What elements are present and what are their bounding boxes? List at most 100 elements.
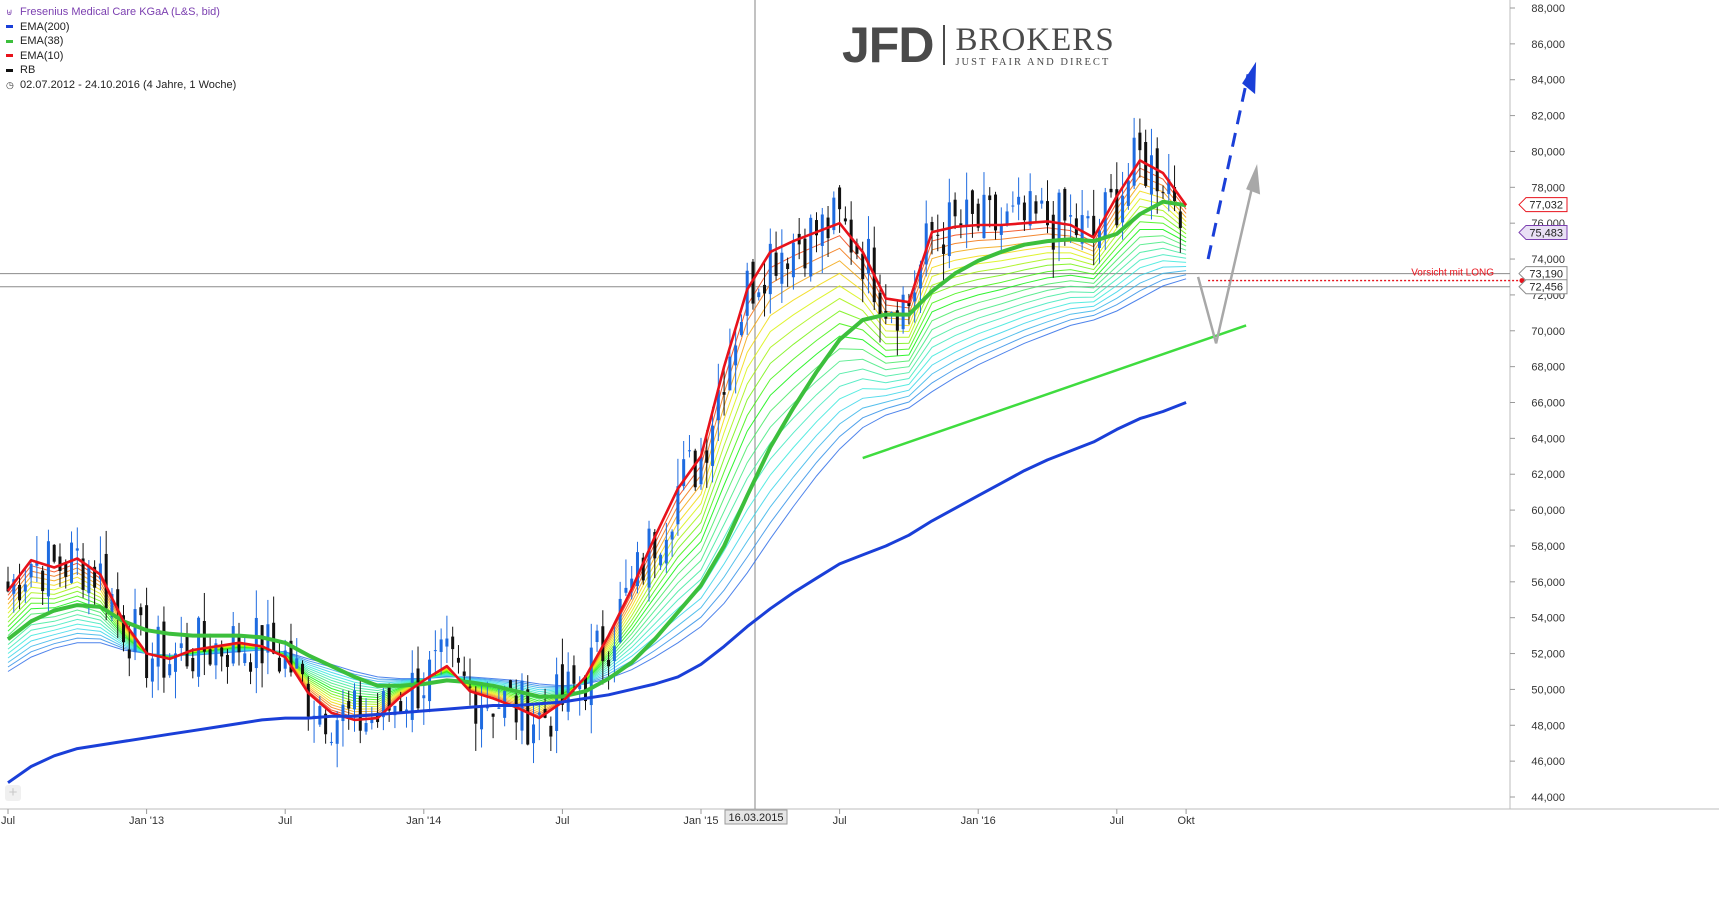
candle-body xyxy=(23,584,27,592)
candle-body xyxy=(734,345,738,366)
y-tick-label: 68,000 xyxy=(1531,362,1565,374)
y-tick-label: 48,000 xyxy=(1531,720,1565,732)
candle-body xyxy=(572,665,576,684)
y-tick-label: 60,000 xyxy=(1531,505,1565,517)
ema10-swatch xyxy=(6,54,13,58)
candle-body xyxy=(133,609,137,653)
candle-body xyxy=(699,456,703,485)
candle-body xyxy=(456,657,460,663)
candle-body xyxy=(901,294,905,330)
candle-body xyxy=(1063,188,1067,221)
candle-body xyxy=(428,659,432,702)
candle-body xyxy=(116,589,120,611)
candle-body xyxy=(329,741,333,743)
candle-body xyxy=(1149,155,1153,195)
candle-body xyxy=(249,662,253,672)
candle-body xyxy=(410,672,414,720)
y-tick-label: 74,000 xyxy=(1531,254,1565,266)
logo-brand: JFD xyxy=(842,17,934,73)
candle-body xyxy=(1017,196,1021,205)
candle-body xyxy=(843,218,847,222)
candle-body xyxy=(589,647,593,706)
y-tick-label: 80,000 xyxy=(1531,146,1565,158)
x-tick-label: Okt xyxy=(1178,815,1195,827)
candle-body xyxy=(618,598,622,643)
candle-body xyxy=(976,203,980,228)
candle-body xyxy=(370,718,374,724)
candle-body xyxy=(335,720,339,744)
candle-body xyxy=(1069,215,1073,217)
price-tag-label: 72,456 xyxy=(1529,282,1563,294)
caution-annotation: Vorsicht mit LONG xyxy=(1411,268,1494,279)
candle-body xyxy=(220,647,224,657)
candle-body xyxy=(566,671,570,712)
candle-body xyxy=(1092,215,1096,238)
logo-tagline: JUST FAIR AND DIRECT xyxy=(955,57,1111,68)
legend-item-ema38[interactable]: EMA(38) xyxy=(6,34,236,49)
legend-item-ema10[interactable]: EMA(10) xyxy=(6,49,236,64)
x-tick-label: Jan '15 xyxy=(683,815,718,827)
candle-body xyxy=(757,292,761,298)
candle-body xyxy=(191,657,195,672)
candle-body xyxy=(687,450,691,452)
x-tick-label: Jan '13 xyxy=(129,815,164,827)
candle-body xyxy=(225,654,229,667)
candle-body xyxy=(647,528,651,588)
candle-body xyxy=(127,649,131,659)
candle-body xyxy=(895,310,899,331)
candle-body xyxy=(705,450,709,463)
candle-body xyxy=(664,539,668,564)
candle-body xyxy=(480,706,484,730)
add-indicator-icon[interactable]: + xyxy=(5,785,21,801)
candle-body xyxy=(537,712,541,715)
candle-body xyxy=(318,706,322,725)
candle-body xyxy=(1005,211,1009,226)
candle-body xyxy=(768,243,772,295)
price-tag xyxy=(1518,197,1568,213)
candle-body xyxy=(913,292,917,302)
candle-body xyxy=(791,242,795,278)
legend-item-ema200[interactable]: EMA(200) xyxy=(6,20,236,35)
candle-body xyxy=(924,223,928,265)
candle-body xyxy=(353,690,356,710)
candle-body xyxy=(399,701,403,712)
candle-body xyxy=(52,544,56,562)
candle-body xyxy=(35,561,39,566)
candle-body xyxy=(122,615,125,643)
candle-body xyxy=(549,725,553,737)
candle-body xyxy=(994,194,998,231)
candle-body xyxy=(1121,195,1125,223)
price-tag xyxy=(1518,279,1568,295)
candle-body xyxy=(381,690,385,718)
candle-body xyxy=(630,578,634,589)
legend-item-rb[interactable]: RB xyxy=(6,63,236,78)
candle-body xyxy=(1080,215,1084,244)
candle-body xyxy=(1161,192,1165,194)
candle-body xyxy=(1173,187,1177,202)
y-tick-label: 84,000 xyxy=(1531,75,1565,87)
y-tick-label: 52,000 xyxy=(1531,649,1565,661)
candle-body xyxy=(18,584,22,601)
candle-body xyxy=(578,685,582,690)
candle-body xyxy=(197,617,201,677)
candle-body xyxy=(358,695,362,731)
candle-body xyxy=(289,640,293,673)
candle-body xyxy=(208,649,212,665)
candle-body xyxy=(462,671,466,676)
candle-body xyxy=(422,695,426,699)
candle-body xyxy=(110,594,114,618)
candle-body xyxy=(942,244,946,254)
candle-body xyxy=(595,630,599,643)
candle-body xyxy=(653,532,657,559)
candle-body xyxy=(393,705,397,716)
candle-body xyxy=(260,625,264,664)
candle-body xyxy=(93,566,97,588)
bullish-projection-arrow xyxy=(1206,74,1250,260)
candle-body xyxy=(936,234,940,236)
candle-body xyxy=(959,223,963,227)
price-tag-label: 73,190 xyxy=(1529,269,1563,281)
candle-body xyxy=(815,220,818,236)
candle-body xyxy=(809,217,813,277)
